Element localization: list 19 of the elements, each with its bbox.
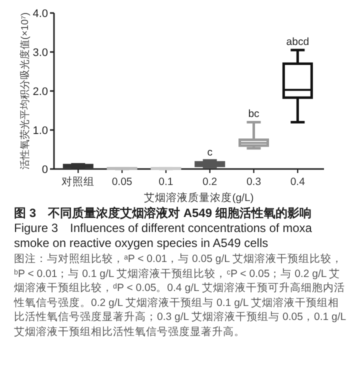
text: 图 3 不同质量浓度艾烟溶液对 A549 细胞活性氧的影响 — [14, 206, 312, 221]
text: 图注：与对照组比较，ᵃP < 0.01，与 0.05 g/L 艾烟溶液干预组比较，ᵇP < 0.01；与 0.1 g/L 艾烟溶液干预组比较，ᶜP < 0.05；与 0.2 g/L 艾烟溶液干预组比较，ᵈP < 0.05。0.4 g/L 艾烟溶液干预可升高细胞内活性氧信号强度。0.2 g/L 艾烟溶液干预组与 0.1 g/L 艾烟溶液干预组相比活性氧信号强度显著升高；0.3 g/L 艾烟溶液干预组与 0.05，0.1 g/L 艾烟溶液干预组相比活性氧信号强度显著升高。 — [14, 252, 347, 339]
x-axis-title: 艾烟溶液质量浓度(g/L) — [144, 191, 254, 204]
y-tick-label: 4.0 — [32, 8, 48, 20]
x-tick-label: 0.2 — [202, 176, 218, 188]
y-tick-label: 1.0 — [32, 125, 48, 137]
text: Figure 3 Influences of different concentrations of moxa smoke on reactive oxygen species in A549 cells — [14, 221, 313, 251]
x-tick-label: 0.4 — [290, 176, 306, 188]
annotation: c — [207, 146, 212, 158]
annotation: bc — [248, 108, 260, 120]
y-axis-title: 活性氧荧光平均积分吸光度值(×10⁷) — [19, 12, 31, 170]
y-tick-label: 3.0 — [32, 47, 48, 59]
y-tick-label: 2.0 — [32, 86, 48, 98]
x-tick-label: 0.05 — [112, 176, 132, 188]
x-tick-label: 0.3 — [246, 176, 262, 188]
y-tick-label: 0 — [42, 164, 48, 176]
x-tick-label: 0.1 — [158, 176, 174, 188]
x-tick-label: 对照组 — [62, 175, 95, 188]
annotation: abcd — [286, 36, 310, 48]
